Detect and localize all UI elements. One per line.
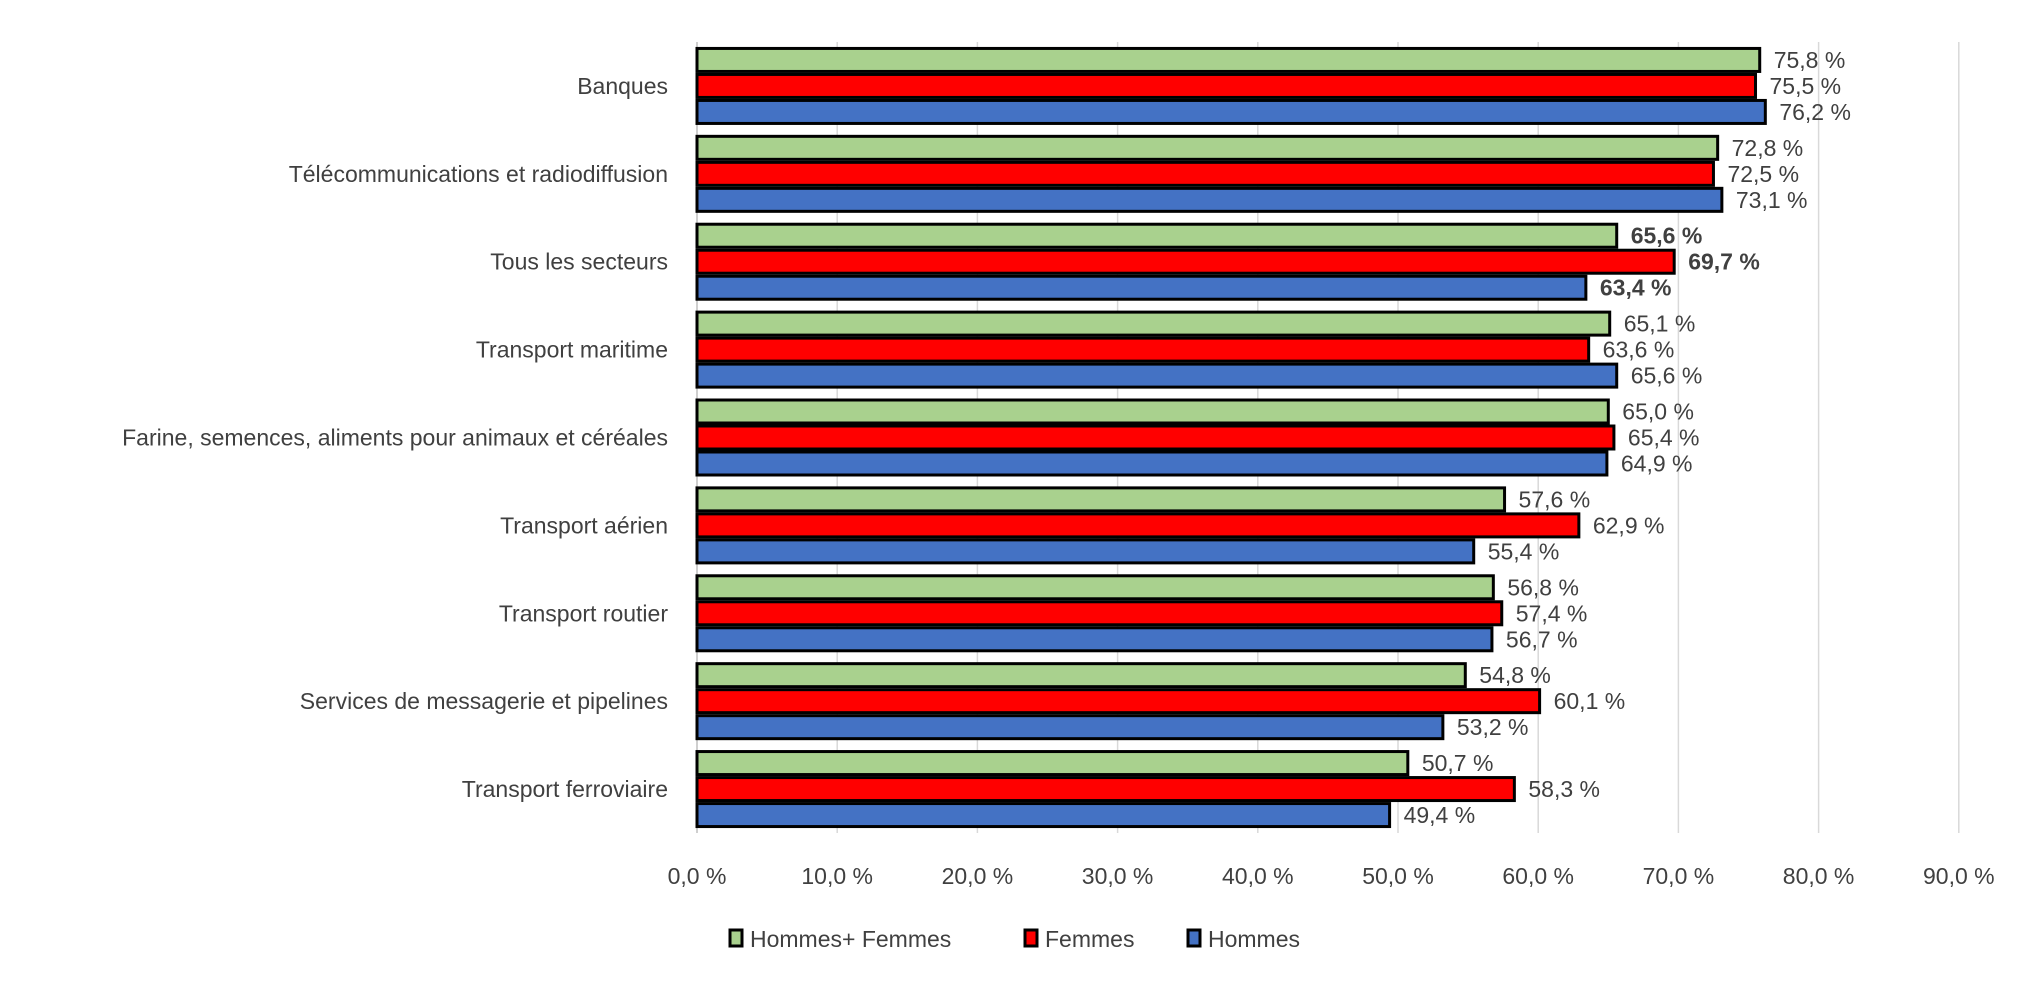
- bar-femmes-4: [695, 424, 1616, 451]
- bar-hommes-2: [695, 274, 1588, 301]
- legend-label: Hommes+ Femmes: [750, 926, 951, 952]
- x-tick-label: 80,0 %: [1783, 863, 1855, 889]
- category-label: Farine, semences, aliments pour animaux …: [122, 425, 668, 451]
- data-label: 65,1 %: [1624, 311, 1696, 337]
- category-label: Transport routier: [499, 600, 668, 626]
- bar-femmes-2: [695, 248, 1676, 275]
- bar-hommes-6: [695, 626, 1494, 653]
- x-tick-label: 60,0 %: [1502, 863, 1574, 889]
- category-labels: Banques Télécommunications et radiodiffus…: [122, 73, 668, 802]
- data-label: 54,8 %: [1479, 662, 1551, 688]
- data-label: 65,6 %: [1631, 363, 1703, 389]
- data-label: 63,6 %: [1603, 337, 1675, 363]
- data-label: 69,7 %: [1688, 249, 1760, 275]
- bar-hommes-femmes-0: [695, 46, 1762, 73]
- category-label: Services de messagerie et pipelines: [300, 688, 668, 714]
- bar-hommes-3: [695, 362, 1619, 389]
- data-label: 60,1 %: [1554, 688, 1626, 714]
- bar-hommes-1: [695, 186, 1724, 213]
- data-label: 57,4 %: [1516, 600, 1588, 626]
- data-label: 63,4 %: [1600, 275, 1672, 301]
- category-label: Télécommunications et radiodiffusion: [289, 161, 668, 187]
- data-label: 65,0 %: [1622, 399, 1694, 425]
- bar-hommes-0: [695, 98, 1767, 125]
- data-label: 72,8 %: [1732, 135, 1804, 161]
- bar-hommes-7: [695, 714, 1445, 741]
- bar-hommes-femmes-1: [695, 134, 1720, 161]
- bar-hommes-femmes-6: [695, 574, 1495, 601]
- bar-hommes-4: [695, 450, 1609, 477]
- bar-hommes-femmes-2: [695, 222, 1619, 249]
- legend-label: Hommes: [1208, 926, 1300, 952]
- data-label: 56,8 %: [1507, 574, 1579, 600]
- x-tick-label: 40,0 %: [1222, 863, 1294, 889]
- bar-hommes-8: [695, 802, 1392, 829]
- legend-swatch-2: [1186, 928, 1202, 948]
- data-label: 65,6 %: [1631, 223, 1703, 249]
- bar-hommes-femmes-5: [695, 486, 1507, 513]
- data-label: 53,2 %: [1457, 714, 1529, 740]
- legend: Hommes+ Femmes Femmes Hommes: [728, 926, 1300, 952]
- data-label: 55,4 %: [1488, 538, 1560, 564]
- x-tick-labels: 0,0 % 10,0 % 20,0 % 30,0 % 40,0 % 50,0 % 60,0 …: [668, 863, 1995, 889]
- x-tick-label: 30,0 %: [1082, 863, 1154, 889]
- x-tick-label: 90,0 %: [1923, 863, 1995, 889]
- data-label: 50,7 %: [1422, 750, 1494, 776]
- bar-hommes-femmes-7: [695, 662, 1467, 689]
- data-label: 76,2 %: [1779, 99, 1851, 125]
- bar-hommes-femmes-4: [695, 398, 1610, 425]
- category-label: Tous les secteurs: [490, 249, 668, 275]
- category-label: Transport maritime: [476, 337, 668, 363]
- data-label: 49,4 %: [1404, 802, 1476, 828]
- data-label: 62,9 %: [1593, 512, 1665, 538]
- bar-hommes-5: [695, 538, 1476, 565]
- category-label: Transport ferroviaire: [462, 776, 668, 802]
- bar-femmes-5: [695, 512, 1581, 539]
- data-label: 56,7 %: [1506, 626, 1578, 652]
- legend-label: Femmes: [1045, 926, 1134, 952]
- bar-femmes-3: [695, 336, 1591, 363]
- category-label: Banques: [577, 73, 668, 99]
- bars: 75,8 %75,5 %76,2 % 72,8 %72,5 %73,1 % 65,6…: [695, 46, 1851, 829]
- bar-femmes-8: [695, 776, 1516, 803]
- data-label: 64,9 %: [1621, 451, 1693, 477]
- x-tick-label: 50,0 %: [1362, 863, 1434, 889]
- bar-femmes-7: [695, 688, 1542, 715]
- data-label: 65,4 %: [1628, 425, 1700, 451]
- legend-swatch-0: [728, 928, 744, 948]
- bar-femmes-1: [695, 160, 1715, 187]
- x-tick-label: 20,0 %: [942, 863, 1014, 889]
- data-label: 73,1 %: [1736, 187, 1808, 213]
- x-tick-label: 70,0 %: [1643, 863, 1715, 889]
- data-label: 58,3 %: [1528, 776, 1600, 802]
- category-label: Transport aérien: [500, 512, 668, 538]
- data-label: 75,5 %: [1770, 73, 1842, 99]
- data-label: 57,6 %: [1519, 486, 1591, 512]
- legend-swatch-1: [1023, 928, 1039, 948]
- bar-hommes-femmes-8: [695, 750, 1410, 777]
- bar-femmes-6: [695, 600, 1504, 627]
- data-label: 72,5 %: [1727, 161, 1799, 187]
- data-label: 75,8 %: [1774, 47, 1846, 73]
- bar-hommes-femmes-3: [695, 310, 1612, 337]
- x-tick-label: 0,0 %: [668, 863, 727, 889]
- x-tick-label: 10,0 %: [801, 863, 873, 889]
- bar-femmes-0: [695, 72, 1758, 99]
